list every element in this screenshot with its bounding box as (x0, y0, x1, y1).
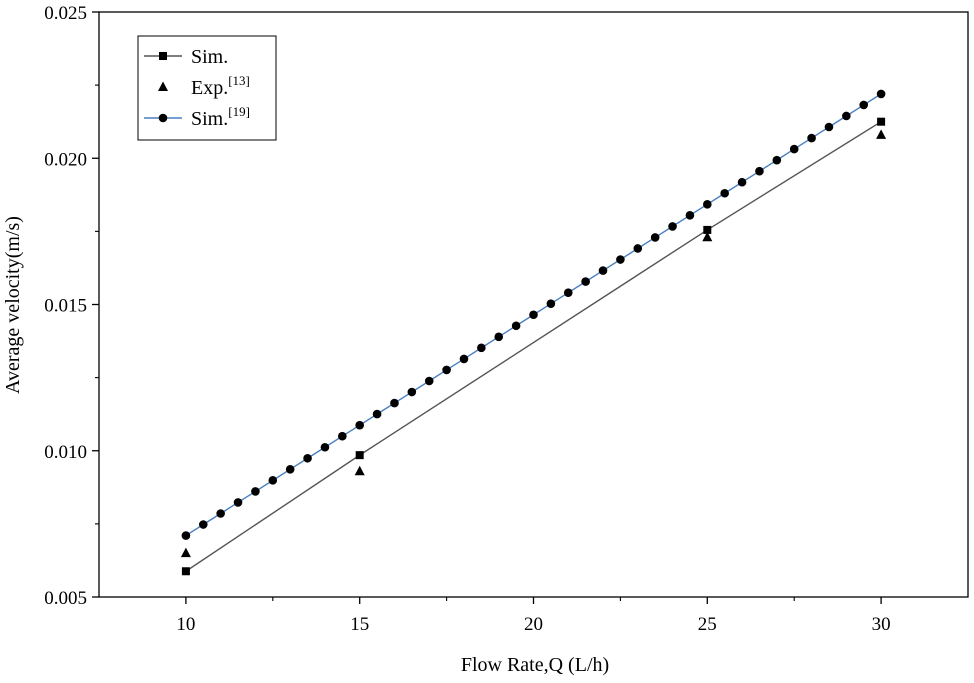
data-point (529, 310, 538, 320)
data-point (563, 288, 573, 297)
series-1 (181, 117, 886, 576)
data-point (702, 231, 713, 242)
series-layer (180, 89, 887, 576)
data-point (789, 144, 799, 154)
data-point (772, 155, 782, 165)
data-point (876, 129, 887, 139)
data-point (407, 387, 417, 397)
data-point (546, 299, 556, 308)
y-tick-label: 0.020 (44, 149, 87, 170)
data-point (180, 547, 191, 558)
data-point (390, 398, 399, 408)
legend-marker (158, 81, 168, 91)
legend-label: Sim. (191, 46, 228, 68)
legend-superscript: [13] (228, 73, 250, 88)
data-point (251, 487, 260, 496)
data-point (720, 188, 729, 198)
data-point (755, 166, 764, 176)
data-point (824, 122, 834, 132)
data-point (668, 222, 677, 231)
data-point (355, 451, 364, 460)
data-point (303, 453, 312, 463)
data-point (181, 567, 190, 576)
x-axis-title: Flow Rate,Q (L/h) (461, 654, 609, 676)
data-point (442, 365, 451, 375)
data-point (859, 100, 869, 110)
x-tick-label: 20 (524, 614, 543, 635)
data-point (424, 376, 434, 386)
data-point (703, 225, 712, 234)
legend-marker (159, 52, 167, 60)
data-point (842, 111, 851, 121)
legend: Sim.Exp.[13]Sim.[19] (137, 35, 277, 141)
y-axis-title: Average velocity(m/s) (2, 216, 24, 394)
data-point (685, 211, 695, 220)
y-tick-label: 0.005 (44, 588, 87, 609)
data-point (581, 277, 590, 286)
y-tick-label: 0.025 (44, 3, 87, 24)
data-point (877, 117, 886, 126)
data-point (285, 465, 295, 474)
x-tick-label: 10 (176, 614, 195, 635)
data-point (338, 431, 347, 441)
legend-item: Sim. (144, 46, 228, 68)
data-point (616, 255, 625, 264)
axes: 10 15 20 25 30 0.005 0.010 0.015 0.020 0.025 (44, 3, 969, 635)
data-point (511, 321, 521, 331)
data-point (598, 266, 608, 275)
y-tick-label: 0.010 (44, 442, 87, 463)
data-point (876, 89, 886, 99)
series-3 (181, 89, 886, 540)
data-point (459, 354, 469, 364)
x-tick-label: 15 (350, 614, 369, 635)
data-point (216, 509, 225, 518)
series-2 (180, 129, 887, 558)
y-tick-label: 0.015 (44, 296, 87, 317)
data-point (268, 476, 278, 485)
data-point (198, 520, 208, 529)
data-point (355, 420, 365, 430)
data-point (372, 409, 382, 419)
legend-marker (158, 113, 168, 123)
data-point (233, 498, 243, 507)
data-point (181, 531, 191, 540)
data-point (494, 332, 504, 342)
data-point (477, 343, 486, 353)
legend-superscript: [19] (228, 104, 250, 119)
data-point (633, 244, 643, 253)
data-point (650, 233, 660, 242)
data-point (807, 133, 816, 143)
x-tick-label: 25 (698, 614, 717, 635)
data-point (703, 200, 712, 209)
data-point (354, 465, 365, 476)
data-point (320, 442, 330, 452)
x-tick-label: 30 (872, 614, 891, 635)
series-line (185, 121, 882, 572)
data-point (737, 177, 747, 187)
